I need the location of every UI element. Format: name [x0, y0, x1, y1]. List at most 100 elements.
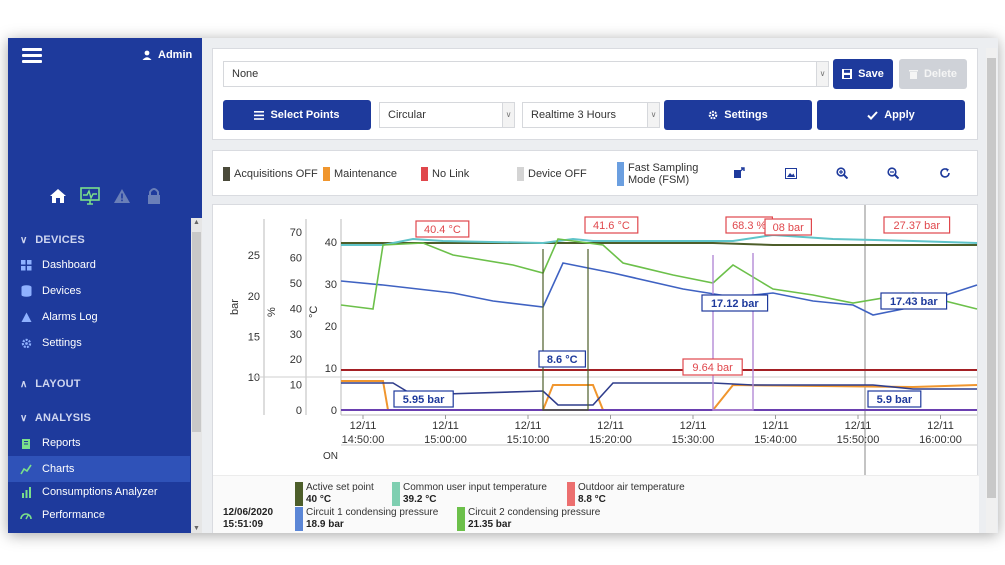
scroll-thumb[interactable] [192, 232, 201, 432]
axis-tick-label: 0 [296, 405, 302, 417]
section-devices[interactable]: ∨ DEVICES [8, 228, 190, 252]
axis-tick-label: 40 [325, 237, 337, 249]
sidebar-item-consumptions-analyzer[interactable]: Consumptions Analyzer [8, 482, 190, 502]
scroll-up-icon[interactable]: ▲ [193, 219, 200, 226]
legend-series-1[interactable]: Common user input temperature 39.2 °C [392, 482, 547, 506]
x-tick-time: 16:00:00 [919, 434, 962, 446]
legend-swatch [223, 167, 230, 181]
series-swatch [392, 482, 400, 506]
apply-button[interactable]: Apply [817, 100, 965, 130]
delete-button[interactable]: Delete [899, 59, 967, 89]
annotation-box [584, 216, 639, 234]
sidebar-item-alarms-log[interactable]: Alarms Log [8, 304, 190, 330]
legend-label: No Link [432, 168, 470, 180]
chevron-up-icon: ∧ [20, 379, 28, 390]
gear-icon [20, 337, 32, 349]
sidebar-item-devices[interactable]: Devices [8, 278, 190, 304]
legend-swatch [617, 162, 624, 186]
chart-toolbar: None ∨ Save Delete Select Points Circula… [212, 48, 978, 140]
user-menu[interactable]: Admin [142, 49, 192, 61]
legend-fsm: Fast Sampling Mode (FSM) [617, 151, 708, 197]
refresh-icon[interactable] [938, 166, 952, 180]
app-window: Admin ∨ DEVICES Dashboard Devices Alarms… [8, 38, 998, 533]
range-select[interactable]: Realtime 3 Hours ∨ [522, 102, 660, 128]
annotation-label: 9.64 bar [692, 362, 733, 374]
series-name: Circuit 1 condensing pressure [306, 507, 439, 518]
section-analysis[interactable]: ∨ ANALYSIS [8, 406, 190, 430]
delete-label: Delete [923, 68, 958, 80]
legend-label: Maintenance [334, 168, 397, 180]
axis-tick-label: 70 [290, 227, 302, 239]
x-tick-time: 15:10:00 [507, 434, 550, 446]
x-tick-time: 15:30:00 [672, 434, 715, 446]
series-name: Outdoor air temperature [578, 482, 685, 493]
annotation-box [867, 390, 922, 408]
sidebar-item-label: Devices [42, 285, 82, 297]
annotation-box [682, 358, 743, 376]
chevron-down-icon: ∨ [816, 62, 828, 86]
sidebar-item-charts[interactable]: Charts [8, 456, 190, 482]
axis-tick-label: 30 [325, 279, 337, 291]
lock-icon[interactable] [144, 186, 164, 206]
section-layout[interactable]: ∧ LAYOUT [8, 372, 190, 396]
save-button[interactable]: Save [833, 59, 893, 89]
series-name: Active set point [306, 482, 374, 493]
series-swatch [457, 507, 465, 531]
x-tick-date: 12/11 [350, 420, 377, 432]
axis-tick-label: 10 [248, 372, 260, 384]
annotation-box [415, 220, 470, 238]
sidebar-scrollbar[interactable]: ▲ ▼ [191, 218, 202, 533]
warning-icon[interactable] [112, 186, 132, 206]
legend-series-0[interactable]: Active set point 40 °C [295, 482, 374, 506]
mode-select[interactable]: Circular ∨ [379, 102, 515, 128]
axis-tick-label: 20 [248, 291, 260, 303]
axis-tick-label: 60 [290, 253, 302, 265]
scroll-thumb[interactable] [987, 58, 996, 498]
axis-tick-label: 0 [331, 405, 337, 417]
settings-button[interactable]: Settings [664, 100, 812, 130]
sidebar-item-performance[interactable]: Performance [8, 502, 190, 528]
series-value: 40 °C [306, 494, 332, 505]
sidebar-item-settings[interactable]: Settings [8, 330, 190, 356]
menu-icon[interactable] [22, 48, 42, 64]
legend-series-3[interactable]: Circuit 1 condensing pressure 18.9 bar [295, 507, 438, 531]
axis-tick-label: 50 [290, 278, 302, 290]
series-value: 39.2 °C [403, 494, 437, 505]
image-icon[interactable] [784, 166, 798, 180]
select-points-button[interactable]: Select Points [223, 100, 371, 130]
series-line-common-user-temp [341, 233, 978, 246]
user-label: Admin [158, 49, 193, 61]
chevron-down-icon: ∨ [647, 103, 659, 127]
floppy-icon [842, 69, 853, 79]
mode-switcher [48, 186, 164, 206]
sidebar-item-dashboard[interactable]: Dashboard [8, 252, 190, 278]
axis-tick-label: 20 [325, 321, 337, 333]
series-value: 8.8 °C [578, 494, 606, 505]
preset-value: None [232, 68, 259, 80]
preset-select[interactable]: None ∨ [223, 61, 829, 87]
monitor-icon[interactable] [80, 186, 100, 206]
bar-chart-icon [20, 486, 32, 498]
home-icon[interactable] [48, 186, 68, 206]
axis-tick-label: 25 [248, 250, 260, 262]
annotation-label: 8.6 °C [547, 354, 578, 366]
chevron-down-icon: ∨ [20, 413, 28, 424]
legend-series-4[interactable]: Circuit 2 condensing pressure 21.35 bar [457, 507, 600, 531]
export-icon[interactable] [732, 166, 746, 180]
sidebar-item-reports[interactable]: Reports [8, 430, 190, 456]
sidebar-item-label: Performance [42, 509, 105, 521]
percent-axis: 0 10 20 30 40 50 60 70 [290, 227, 302, 417]
zoom-out-icon[interactable] [886, 166, 900, 180]
annotation-label: 5.9 bar [877, 394, 913, 406]
legend-series-2[interactable]: Outdoor air temperature 8.8 °C [567, 482, 685, 506]
chart[interactable]: bar % °C 10 15 20 25 0 10 20 30 40 50 60 70 0 10 20 3… [213, 205, 979, 475]
zoom-in-icon[interactable] [835, 166, 849, 180]
main-scrollbar[interactable] [986, 48, 997, 533]
x-tick-time: 15:50:00 [837, 434, 880, 446]
series-line-set-point [341, 242, 977, 246]
list-icon [254, 110, 265, 120]
scroll-down-icon[interactable]: ▼ [193, 525, 200, 532]
series-line-circuit1 [340, 262, 734, 308]
x-tick-date: 12/11 [432, 420, 459, 432]
sidebar-item-label: Consumptions Analyzer [42, 486, 158, 498]
